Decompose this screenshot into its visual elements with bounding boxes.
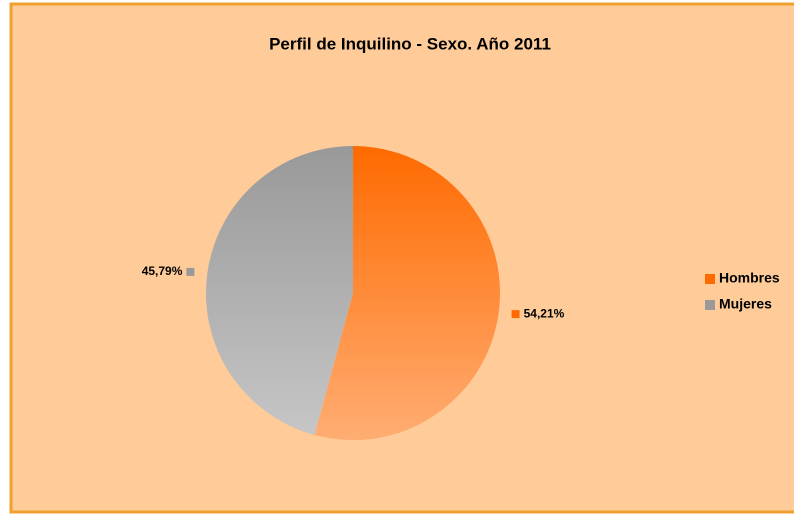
chart-title: Perfil de Inquilino - Sexo. Año 2011 bbox=[269, 34, 551, 53]
label-key bbox=[186, 267, 195, 276]
legend-key bbox=[705, 274, 715, 284]
legend-key bbox=[705, 300, 715, 310]
data-label: 45,79% bbox=[142, 264, 183, 278]
data-label: 54,21% bbox=[524, 306, 565, 320]
legend-label: Hombres bbox=[719, 270, 780, 286]
label-key bbox=[511, 310, 520, 319]
legend-label: Mujeres bbox=[719, 296, 772, 312]
